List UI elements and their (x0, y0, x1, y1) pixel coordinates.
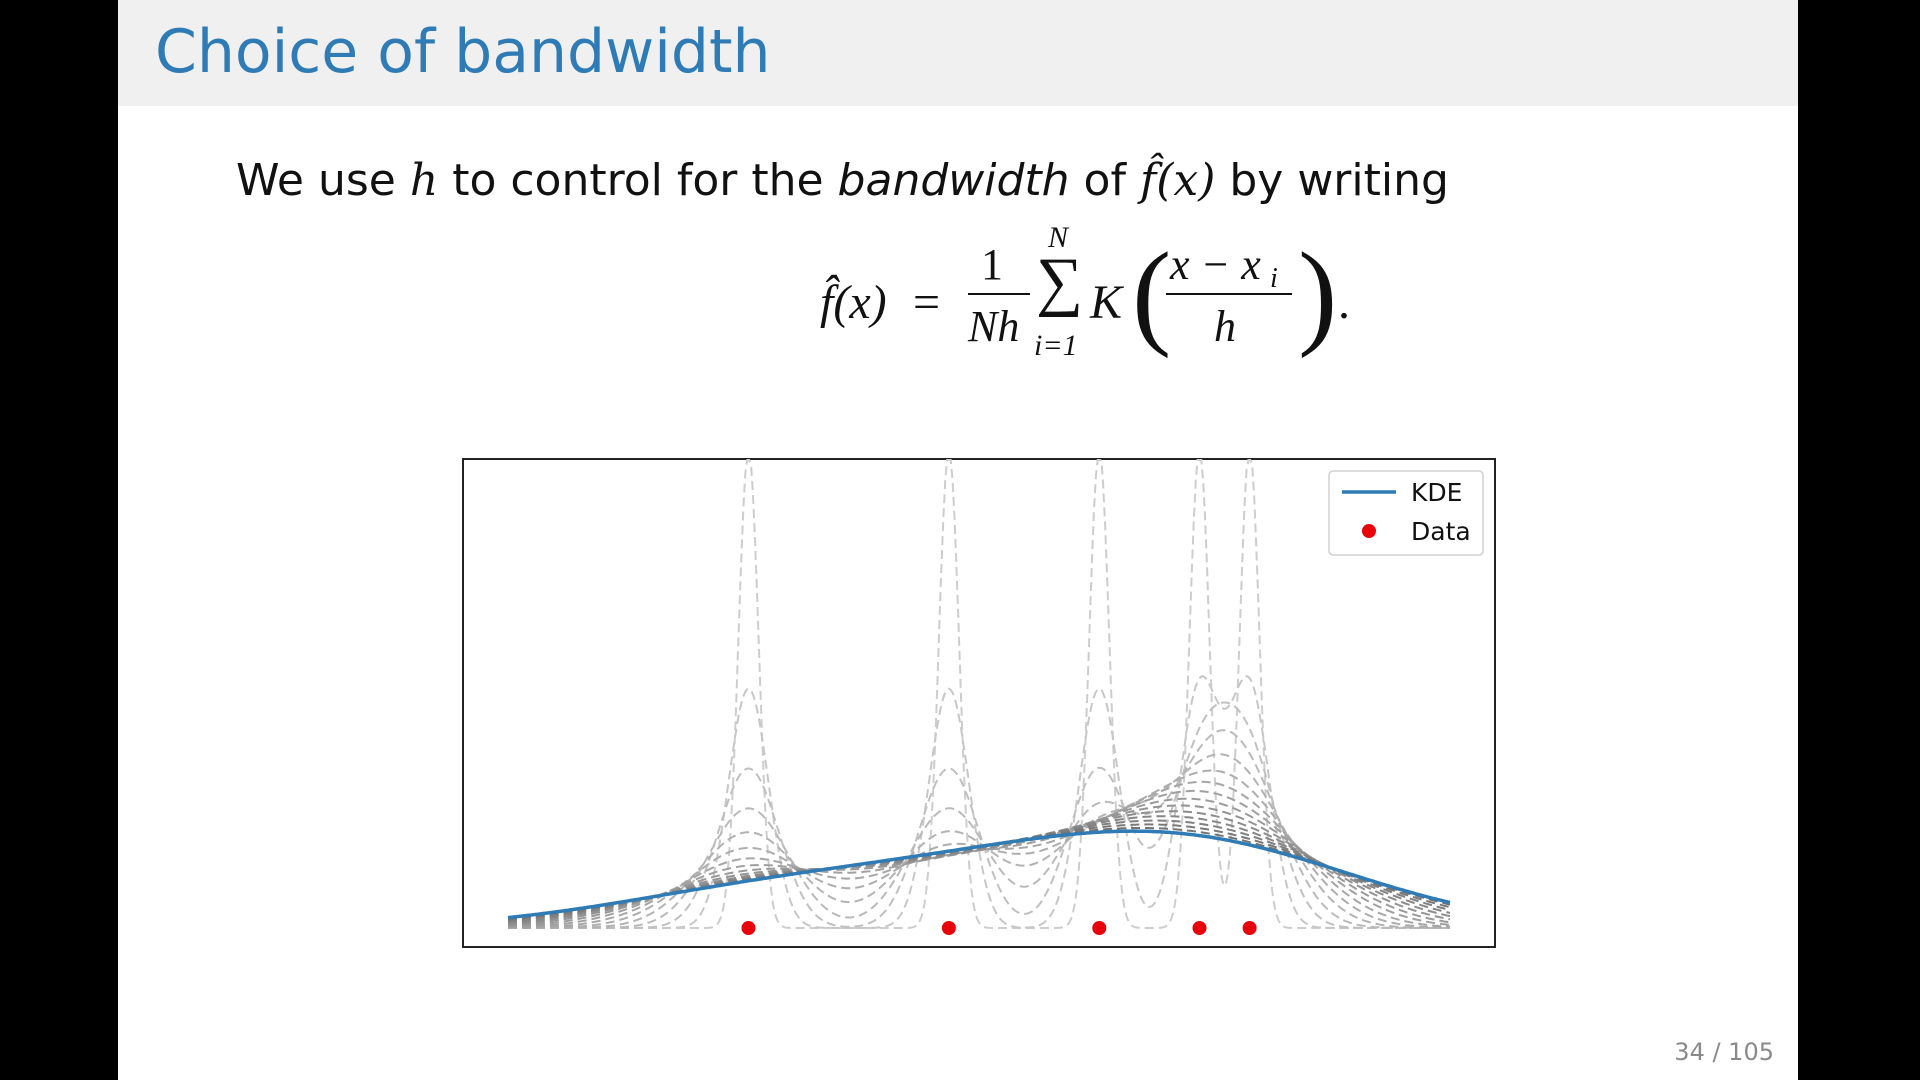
formula-frac1-line (968, 293, 1030, 295)
kde-line (507, 829, 1451, 920)
legend-kde-label: KDE (1411, 478, 1462, 507)
formula-sum-symbol: ∑ (1036, 245, 1084, 318)
formula-period: . (1338, 276, 1350, 329)
legend-data-label: Data (1411, 517, 1471, 546)
data-point (1092, 921, 1107, 935)
legend: KDE Data (1328, 470, 1484, 556)
formula-equals: = (913, 276, 941, 329)
intro-part3: of (1069, 155, 1140, 206)
intro-fx: f̂(x) (1139, 155, 1216, 206)
slide: Choice of bandwidth We use h to control … (118, 0, 1798, 1080)
formula-den1: Nh (968, 302, 1020, 351)
formula-lhs: f̂(x) (820, 276, 887, 329)
formula-left-paren: ( (1132, 228, 1172, 359)
slide-title: Choice of bandwidth (155, 17, 771, 87)
intro-part2: to control for the (438, 155, 838, 206)
data-point (1192, 921, 1207, 935)
bandwidth-curve (508, 701, 1450, 929)
intro-h: h (409, 155, 439, 206)
data-series (741, 921, 1257, 935)
data-point (941, 921, 956, 935)
data-point (1242, 921, 1257, 935)
formula-num2-subscript: i (1270, 263, 1278, 294)
formula-frac2-line (1166, 293, 1292, 295)
intro-emphasis: bandwidth (837, 155, 1070, 206)
kde-series (507, 829, 1451, 920)
bandwidth-curve (508, 729, 1450, 929)
formula-num2: x − x (1170, 240, 1261, 289)
intro-part1: We use (236, 155, 410, 206)
slide-header: Choice of bandwidth (118, 0, 1798, 106)
formula-num1: 1 (981, 240, 1003, 289)
formula-sum-bottom: i=1 (1034, 329, 1078, 362)
intro-text: We use h to control for the bandwidth of… (236, 155, 1449, 208)
formula-kernel: K (1090, 276, 1123, 329)
kde-chart: KDE Data (462, 458, 1496, 948)
formula-sum-top: N (1048, 221, 1069, 254)
formula-den2: h (1214, 302, 1236, 351)
page-number: 34 / 105 (1674, 1038, 1774, 1066)
formula-right-paren: ) (1298, 228, 1338, 359)
kde-formula: f̂(x) = 1 Nh N ∑ i=1 K ( x − x i h ) . (698, 223, 1378, 370)
intro-part4: by writing (1215, 155, 1449, 206)
data-point (741, 921, 756, 935)
legend-data-swatch (1362, 524, 1376, 538)
kde-chart-svg: KDE Data (462, 458, 1496, 948)
bandwidth-curve (508, 675, 1450, 929)
